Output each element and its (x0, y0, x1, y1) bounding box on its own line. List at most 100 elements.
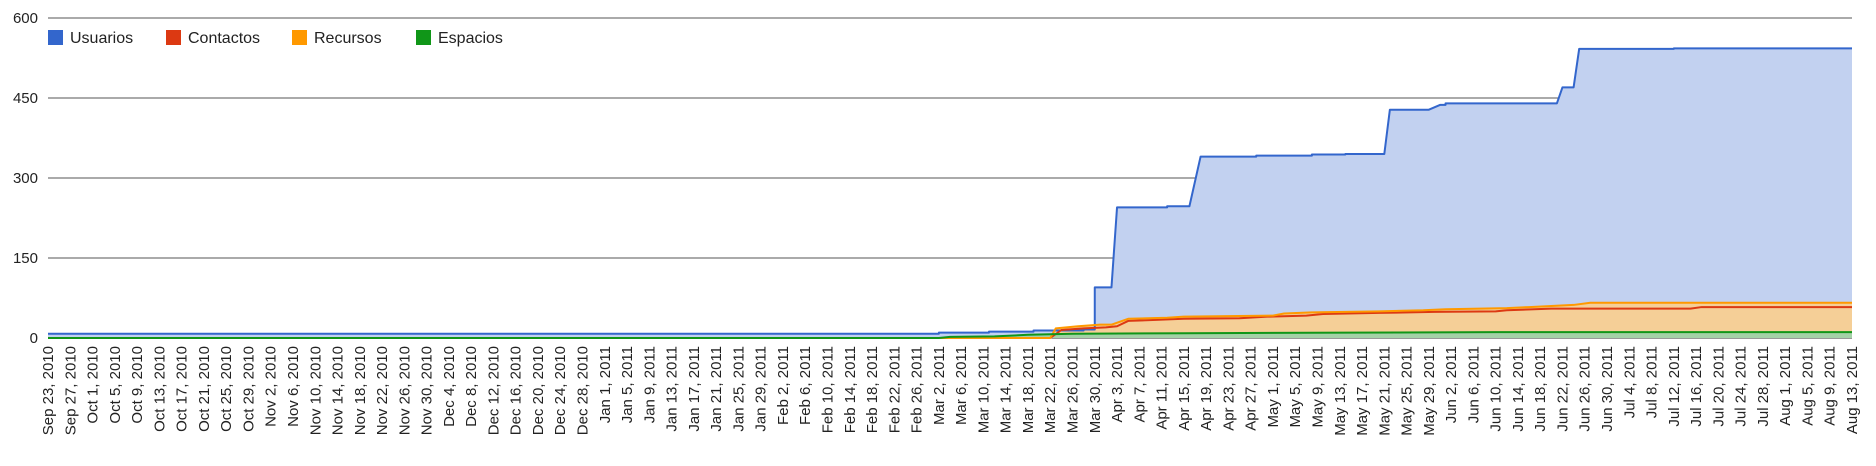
x-tick-label: Feb 2, 2011 (775, 346, 792, 425)
x-tick-label: Nov 22, 2010 (374, 346, 391, 435)
x-tick-label: Dec 16, 2010 (508, 346, 525, 435)
x-tick-label: Apr 15, 2011 (1176, 346, 1193, 431)
x-tick-label: Dec 12, 2010 (485, 346, 502, 435)
x-tick-label: Apr 23, 2011 (1220, 346, 1237, 431)
x-tick-label: May 29, 2011 (1421, 346, 1438, 436)
legend-label: Recursos (314, 30, 382, 47)
x-tick-label: Mar 2, 2011 (931, 346, 948, 425)
x-tick-label: Feb 6, 2011 (797, 346, 814, 425)
x-tick-label: Feb 22, 2011 (886, 346, 903, 433)
x-tick-label: Feb 18, 2011 (864, 346, 881, 433)
legend-swatch (292, 30, 307, 45)
x-tick-label: Mar 22, 2011 (1042, 346, 1059, 433)
x-tick-label: May 13, 2011 (1332, 346, 1349, 436)
x-tick-label: Oct 5, 2010 (107, 346, 124, 424)
x-tick-label: Oct 25, 2010 (218, 346, 235, 432)
area-espacios (48, 332, 1852, 338)
x-tick-label: Nov 6, 2010 (285, 346, 302, 427)
legend-label: Usuarios (70, 30, 133, 47)
x-tick-label: Aug 1, 2011 (1777, 346, 1794, 426)
legend-swatch (166, 30, 181, 45)
x-tick-label: Jan 21, 2011 (708, 346, 725, 432)
area-usuarios (48, 48, 1852, 339)
x-tick-label: Mar 14, 2011 (998, 346, 1015, 433)
x-tick-label: Aug 13, 2011 (1844, 346, 1861, 434)
x-tick-label: Jun 6, 2011 (1465, 346, 1482, 423)
x-tick-label: May 17, 2011 (1354, 346, 1371, 436)
x-tick-label: Oct 21, 2010 (196, 346, 213, 432)
x-tick-label: Jun 26, 2011 (1577, 346, 1594, 432)
x-tick-label: Apr 27, 2011 (1243, 346, 1260, 431)
x-tick-label: Jun 10, 2011 (1488, 346, 1505, 432)
x-tick-label: Nov 18, 2010 (352, 346, 369, 435)
x-tick-label: Sep 27, 2010 (62, 346, 79, 435)
x-tick-label: Oct 1, 2010 (85, 346, 102, 424)
line-recursos (48, 301, 1852, 339)
x-tick-label: May 1, 2011 (1265, 346, 1282, 427)
x-tick-label: Jun 2, 2011 (1443, 346, 1460, 423)
legend-item-contactos[interactable]: Contactos (166, 30, 260, 47)
y-tick-label: 0 (30, 330, 38, 347)
line-espacios (48, 331, 1852, 339)
x-tick-label: Feb 26, 2011 (909, 346, 926, 433)
y-axis: 0 150 300 450 600 (13, 10, 38, 347)
x-tick-label: Oct 17, 2010 (174, 346, 191, 432)
x-tick-label: Jul 12, 2011 (1666, 346, 1683, 427)
x-tick-label: Jul 28, 2011 (1755, 346, 1772, 427)
x-tick-label: Aug 5, 2011 (1799, 346, 1816, 426)
legend-swatch (48, 30, 63, 45)
x-tick-label: May 25, 2011 (1399, 346, 1416, 436)
x-tick-label: Nov 10, 2010 (307, 346, 324, 435)
line-contactos (48, 306, 1852, 339)
x-tick-label: Nov 26, 2010 (396, 346, 413, 435)
x-tick-label: Jul 8, 2011 (1644, 346, 1661, 418)
x-tick-label: Jan 25, 2011 (730, 346, 747, 432)
x-tick-label: Aug 9, 2011 (1822, 346, 1839, 426)
x-tick-label: Jun 30, 2011 (1599, 346, 1616, 432)
x-tick-label: Jun 22, 2011 (1554, 346, 1571, 432)
x-tick-label: May 9, 2011 (1309, 346, 1326, 427)
x-tick-label: Apr 11, 2011 (1154, 346, 1171, 430)
x-tick-label: Nov 2, 2010 (263, 346, 280, 427)
legend-item-recursos[interactable]: Recursos (292, 30, 382, 47)
x-tick-label: Jul 20, 2011 (1710, 346, 1727, 427)
x-tick-label: Jan 13, 2011 (664, 346, 681, 432)
x-tick-label: Dec 4, 2010 (441, 346, 458, 427)
x-tick-label: Jan 17, 2011 (686, 346, 703, 432)
x-tick-label: Mar 26, 2011 (1064, 346, 1081, 433)
x-tick-label: Jul 4, 2011 (1621, 346, 1638, 418)
x-tick-label: Dec 8, 2010 (463, 346, 480, 427)
x-tick-label: Sep 23, 2010 (40, 346, 57, 435)
legend-swatch (416, 30, 431, 45)
x-tick-label: Oct 29, 2010 (240, 346, 257, 432)
x-tick-label: Mar 30, 2011 (1087, 346, 1104, 433)
legend[interactable]: Usuarios Contactos Recursos Espacios (48, 30, 503, 47)
legend-item-espacios[interactable]: Espacios (416, 30, 503, 47)
x-tick-label: Jan 1, 2011 (597, 346, 614, 423)
x-tick-label: Jan 9, 2011 (641, 346, 658, 423)
x-tick-label: May 21, 2011 (1376, 346, 1393, 436)
x-tick-label: Jun 14, 2011 (1510, 346, 1527, 432)
series-areas (48, 48, 1852, 339)
series-lines (48, 47, 1852, 339)
line-usuarios (48, 47, 1852, 335)
legend-item-usuarios[interactable]: Usuarios (48, 30, 133, 47)
x-tick-label: Apr 19, 2011 (1198, 346, 1215, 431)
y-tick-label: 300 (13, 170, 38, 187)
x-tick-label: Dec 24, 2010 (552, 346, 569, 435)
x-tick-label: Apr 7, 2011 (1131, 346, 1148, 422)
y-tick-label: 450 (13, 90, 38, 107)
x-tick-label: Nov 30, 2010 (419, 346, 436, 435)
x-tick-label: Dec 28, 2010 (575, 346, 592, 435)
x-tick-label: May 5, 2011 (1287, 346, 1304, 427)
x-tick-label: Oct 9, 2010 (129, 346, 146, 424)
x-tick-label: Mar 6, 2011 (953, 346, 970, 425)
x-tick-label: Mar 18, 2011 (1020, 346, 1037, 433)
legend-label: Espacios (438, 30, 503, 47)
x-tick-label: Mar 10, 2011 (975, 346, 992, 433)
x-tick-label: Jun 18, 2011 (1532, 346, 1549, 432)
x-tick-label: Oct 13, 2010 (151, 346, 168, 432)
y-tick-label: 150 (13, 250, 38, 267)
x-tick-label: Jan 29, 2011 (753, 346, 770, 432)
